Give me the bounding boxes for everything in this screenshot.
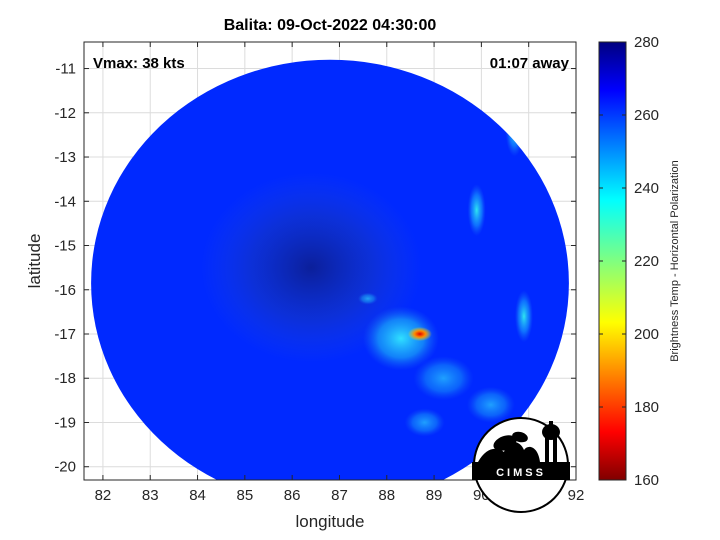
warm-patch xyxy=(362,306,439,371)
plot-frame xyxy=(83,41,577,481)
x-tick-label: 92 xyxy=(568,487,585,504)
coastal-band xyxy=(467,184,486,237)
x-axis-label: longitude xyxy=(295,512,364,531)
time-away-annotation: 01:07 away xyxy=(490,55,570,72)
x-tick-label: 84 xyxy=(189,487,206,504)
x-tick-label: 85 xyxy=(237,487,254,504)
colorbar-tick-label: 280 xyxy=(634,34,659,51)
y-tick-label: -16 xyxy=(54,282,76,299)
scattered-warm-area xyxy=(357,292,378,305)
x-tick-label: 89 xyxy=(426,487,443,504)
x-tick-label: 82 xyxy=(95,487,112,504)
brightness-temperature-swath xyxy=(91,59,569,480)
y-tick-label: -12 xyxy=(54,105,76,122)
y-tick-label: -14 xyxy=(54,193,76,210)
x-tick-label: 83 xyxy=(142,487,159,504)
y-tick-label: -20 xyxy=(54,459,76,476)
colorbar-tick-label: 240 xyxy=(634,180,659,197)
colorbar-tick-label: 220 xyxy=(634,253,659,270)
coastal-band xyxy=(514,290,533,343)
vmax-annotation: Vmax: 38 kts xyxy=(93,55,185,72)
colorbar-ticks: 280 260 240 220 200 180 160 xyxy=(599,34,659,489)
y-tick-label: -11 xyxy=(55,61,76,78)
y-tick-label: -13 xyxy=(54,149,76,166)
chart-title: Balita: 09-Oct-2022 04:30:00 xyxy=(224,17,437,34)
scattered-warm-area xyxy=(404,408,445,437)
colorbar-label: Brightness Temp - Horizontal Polarizatio… xyxy=(669,160,681,362)
y-tick-label: -19 xyxy=(54,414,76,431)
colorbar-tick-label: 200 xyxy=(634,326,659,343)
x-tick-label: 87 xyxy=(331,487,348,504)
y-axis-label: latitude xyxy=(25,234,44,289)
y-tick-label: -17 xyxy=(54,326,76,343)
colorbar xyxy=(598,41,627,481)
cimss-logo: CIMSS xyxy=(472,417,570,513)
warm-spot xyxy=(407,327,432,341)
colorbar-tick-label: 160 xyxy=(634,472,659,489)
x-tick-label: 86 xyxy=(284,487,301,504)
colorbar-tick-label: 180 xyxy=(634,399,659,416)
scattered-warm-area xyxy=(466,386,515,423)
logo-text: CIMSS xyxy=(496,467,546,479)
storm-center xyxy=(201,172,422,363)
y-axis-ticks: -11 -12 -13 -14 -15 -16 -17 -18 -19 -20 xyxy=(54,61,576,476)
colorbar-tick-label: 260 xyxy=(634,107,659,124)
y-tick-label: -18 xyxy=(54,370,76,387)
scattered-warm-area xyxy=(413,356,474,401)
y-tick-label: -15 xyxy=(54,238,76,255)
x-tick-label: 88 xyxy=(378,487,395,504)
